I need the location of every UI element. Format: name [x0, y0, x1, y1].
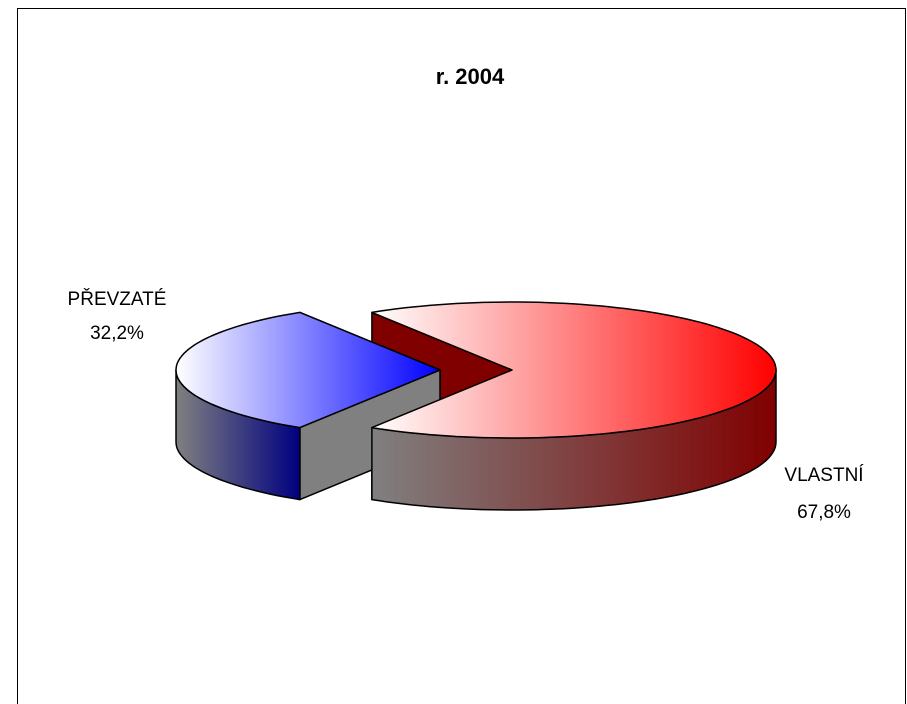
slice-label: VLASTNÍ [784, 465, 864, 486]
slice [175, 311, 441, 429]
slice [371, 301, 777, 439]
slice-value-label: 67,8% [797, 502, 851, 523]
chart-title: r. 2004 [436, 64, 505, 89]
slice-value-label: 32,2% [90, 323, 144, 344]
slice-label: PŘEVZATÉ [68, 288, 167, 310]
chart-border [17, 8, 906, 704]
